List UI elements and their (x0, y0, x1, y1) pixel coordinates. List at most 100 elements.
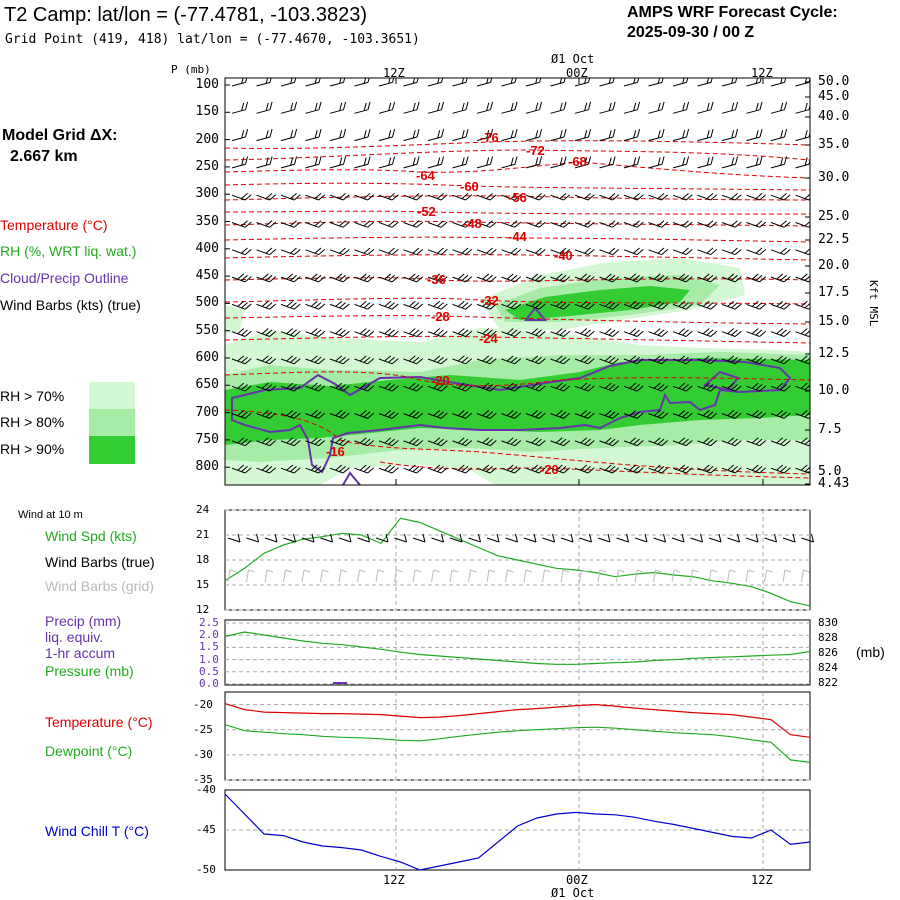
wind-barb (280, 382, 301, 392)
wind-barb (305, 355, 326, 365)
wind-barb (305, 382, 326, 392)
wind-barb (354, 273, 375, 283)
wind-barb (672, 101, 690, 114)
wind-barb (403, 129, 420, 142)
wind-barb (280, 78, 298, 87)
cloud-outline-bottom (342, 471, 361, 485)
wind-barb (403, 156, 420, 169)
wind-barb (476, 437, 497, 447)
isotherm-labels: -76 -72 -68 -64 -60 -56 -52 -48 -44 -40 … (326, 130, 587, 477)
wind-barb (427, 78, 445, 87)
grid-point-label: Grid Point (419, 418) lat/lon = (-77.467… (5, 32, 420, 47)
wind-barb (599, 382, 620, 392)
wind-barb (770, 464, 791, 474)
wind-barb-true (449, 533, 463, 543)
wind-barb (476, 247, 497, 256)
wind-barb (795, 247, 810, 256)
wind-barb (550, 129, 567, 142)
wind-barb (697, 382, 718, 392)
pressure-tick-label: 500 (195, 295, 219, 311)
wind-barb (623, 273, 644, 283)
wind-barb (550, 101, 567, 114)
iso-label: -36 (427, 272, 446, 287)
wind-barb-true (616, 533, 629, 543)
wind-barb (427, 273, 448, 283)
wind-barb (403, 220, 424, 228)
wind-barb (746, 437, 767, 447)
wind-barb (452, 129, 469, 142)
wind-barb-true (597, 533, 611, 543)
wind-barb-true (745, 533, 759, 543)
wind-barb (231, 382, 252, 392)
wind-barb-grid (523, 569, 533, 583)
wind-barb (452, 300, 473, 310)
wind-barb (256, 129, 273, 142)
wind-barb-true (486, 533, 500, 543)
wind-barb (476, 300, 497, 310)
wind-barb (403, 78, 420, 87)
wind-barb (599, 464, 620, 474)
wind-barb (599, 355, 620, 365)
pressure-line (224, 631, 811, 665)
legend-rh70-swatch (89, 382, 135, 409)
wind-barb (329, 193, 350, 201)
wind-barb (525, 300, 546, 310)
precip-accum-label: 1-hr accum (45, 645, 116, 661)
wind-barb (574, 220, 595, 228)
wind-barb (697, 355, 718, 365)
wind-barb (770, 273, 791, 283)
pressure-ytick-label: 824 (818, 661, 838, 674)
wind-barb-grid (653, 569, 662, 583)
wind-barb-grid (283, 569, 292, 583)
wind-barb (770, 247, 791, 256)
wind-barb-true (708, 533, 722, 543)
wind-ytick-label: 15 (196, 578, 210, 591)
wind-barb (329, 156, 347, 169)
wind-barb (329, 300, 350, 310)
wind-barb (403, 410, 424, 419)
iso-label: -76 (480, 130, 499, 145)
cloud-outline-upper (524, 306, 548, 321)
wind-barb (672, 410, 693, 419)
wind-barb (280, 101, 298, 114)
wind-barb (354, 247, 375, 256)
wind-barb-grid (671, 569, 681, 583)
wind-barb (280, 156, 298, 169)
wind-barb (697, 129, 714, 142)
wind-barb (648, 328, 669, 337)
page-title: T2 Camp: lat/lon = (-77.4781, -103.3823) (4, 4, 367, 26)
wind-barb-true (671, 533, 685, 543)
wind-barb (280, 437, 301, 447)
wind-barb (550, 220, 571, 228)
wind-barb-grid (801, 569, 810, 583)
pressure-tick-label: 100 (195, 77, 219, 92)
wind-barb (648, 220, 669, 228)
wind-barb (746, 410, 767, 419)
wind-barb-true (338, 533, 352, 543)
pressure-tick-label: 750 (195, 431, 219, 447)
wind-barb (427, 156, 445, 169)
iso-label: -28 (431, 309, 450, 324)
wind-barb (525, 355, 546, 365)
wind-barb (256, 300, 277, 310)
iso-label: -64 (416, 168, 436, 183)
wind-barb (280, 464, 301, 474)
wind-ytick-label: 18 (196, 553, 210, 566)
wind-barb (525, 437, 546, 447)
wind-barb (427, 220, 448, 228)
wind-barb (452, 355, 473, 365)
wind-barb (378, 382, 399, 392)
wind-barb (574, 273, 595, 283)
isotherm-line (225, 195, 810, 201)
legend-rh70-label: RH > 70% (0, 388, 65, 404)
top-date-label: Ø1 Oct (551, 52, 595, 66)
wind-barb (672, 193, 693, 201)
wind-barb (403, 437, 424, 447)
wind-barb (476, 101, 494, 114)
wind-barb (378, 101, 396, 114)
wind-barb (599, 78, 616, 87)
wind-barb (354, 464, 375, 474)
wind-barb (452, 273, 473, 283)
wind-barb-true (375, 533, 389, 543)
wind-barb-true (412, 533, 426, 543)
